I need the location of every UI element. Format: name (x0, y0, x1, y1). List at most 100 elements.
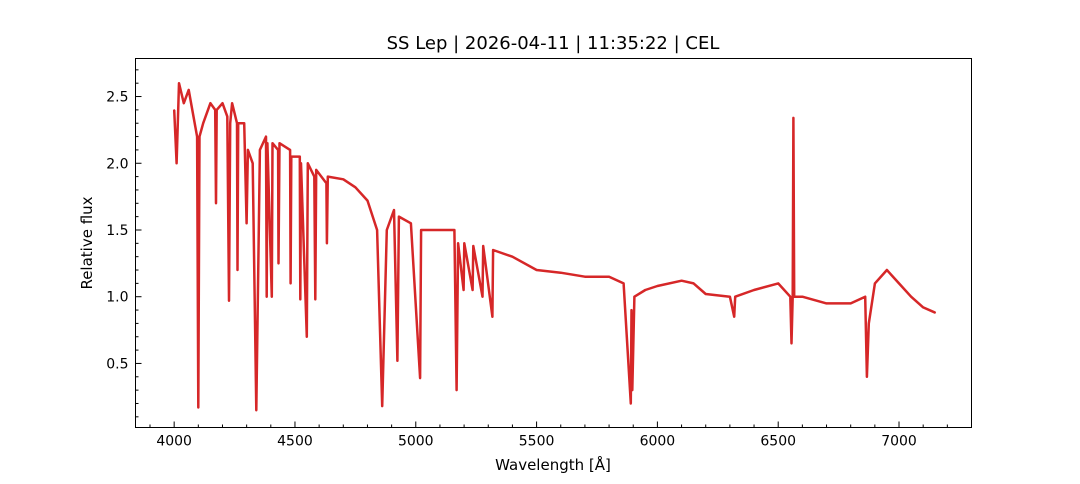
spectrum-point (704, 293, 707, 295)
spectrum-point (492, 249, 494, 251)
spectrum-point (393, 209, 395, 211)
spectrum-point (325, 182, 328, 185)
spectrum-point (463, 242, 466, 245)
spectrum-point (419, 377, 421, 379)
spectrum-point (801, 295, 804, 298)
chart-title: SS Lep | 2026-04-11 | 11:35:22 | CEL (387, 33, 720, 54)
spectrum-point (192, 115, 195, 118)
spectrum-point (791, 295, 794, 298)
spectrum-point (278, 142, 281, 145)
x-tick-label: 7000 (881, 434, 917, 450)
spectrum-point (825, 302, 828, 305)
spectrum-point (868, 322, 870, 325)
spectrum-point (789, 295, 792, 298)
spectrum-point (471, 289, 474, 291)
spectrum-point (277, 262, 280, 265)
spectrum-point (511, 255, 514, 258)
x-tick-label: 4000 (156, 434, 192, 450)
spectrum-point (202, 122, 204, 125)
spectrum-point (455, 389, 458, 391)
x-tick-label: 5000 (398, 434, 434, 450)
spectrum-point (874, 282, 876, 285)
spectrum-point (277, 149, 279, 151)
spectrum-point (656, 285, 659, 287)
spectrum-point (197, 406, 200, 409)
y-tick-label: 1.0 (106, 290, 128, 306)
spectrum-point (289, 282, 292, 285)
spectrum-point (266, 142, 269, 145)
spectrum-point (215, 202, 217, 205)
spectrum-point (482, 245, 484, 247)
spectrum-point (792, 117, 795, 119)
spectrum-point (342, 178, 345, 181)
spectrum-point (864, 295, 866, 298)
y-axis-label: Relative flux (78, 196, 96, 289)
spectrum-point (385, 229, 388, 231)
spectrum-point (420, 229, 422, 231)
spectrum-point (237, 122, 239, 125)
spectrum-point (300, 162, 302, 165)
spectrum-point (439, 229, 441, 231)
y-tick-label: 2.5 (106, 90, 128, 106)
spectrum-point (866, 375, 868, 378)
spectrum-point (327, 175, 329, 178)
spectrum-point (245, 222, 248, 225)
spectrum-point (790, 342, 793, 345)
spectrum-point (251, 162, 254, 165)
spectrum-point (753, 289, 755, 291)
plot-frame (135, 58, 972, 428)
spectrum-point (289, 149, 291, 151)
spectrum-point (229, 122, 232, 125)
spectrum-point (481, 295, 484, 298)
x-tick-label: 6500 (760, 434, 796, 450)
spectrum-point (178, 82, 180, 84)
spectrum-point (457, 242, 459, 245)
spectrum-point (183, 102, 185, 105)
spectrum-point (633, 295, 636, 298)
spectrum-point (231, 102, 233, 105)
spectrum-point (247, 149, 249, 151)
spectrum-point (226, 115, 229, 118)
spectrum-point (315, 169, 318, 171)
spectrum-point (680, 279, 683, 282)
spectrum-point (259, 149, 261, 151)
spectrum-line (172, 81, 936, 412)
spectrum-point (228, 299, 230, 302)
spectrum-point (306, 335, 308, 338)
spectrum-point (644, 289, 647, 291)
spectrum-point (366, 199, 369, 202)
spectrum-point (453, 229, 456, 231)
spectrum-point (314, 298, 317, 301)
spectrum-point (631, 389, 634, 391)
spectrum-point (410, 222, 412, 225)
spectrum-point (559, 271, 562, 274)
spectrum-point (462, 289, 465, 291)
spectrum-point (313, 175, 316, 178)
spectrum-point (196, 135, 198, 138)
spectrum-point (290, 155, 293, 158)
y-tick-label: 2.0 (106, 156, 128, 172)
spectrum-point (175, 162, 178, 165)
spectrum-point (584, 275, 586, 278)
spectrum-point (922, 306, 924, 309)
spectrum-point (793, 295, 795, 298)
spectrum-point (354, 186, 357, 189)
spectrum-point (376, 229, 378, 231)
spectrum-point (326, 242, 328, 245)
spectrum-point (243, 122, 246, 125)
x-tick-label: 4500 (277, 434, 313, 450)
spectrum-point (265, 135, 267, 138)
spectrum-point (398, 215, 400, 218)
spectrum-point (396, 359, 399, 362)
spectrum-point (630, 402, 632, 405)
y-tick-label: 1.5 (106, 223, 128, 239)
spectrum-point (910, 295, 912, 298)
spectrum-point (630, 309, 633, 311)
spectrum-point (777, 282, 780, 285)
spectrum-point (187, 89, 190, 91)
spectrum-point (270, 295, 273, 298)
spectrum-point (209, 102, 212, 105)
spectrum-point (934, 311, 937, 314)
